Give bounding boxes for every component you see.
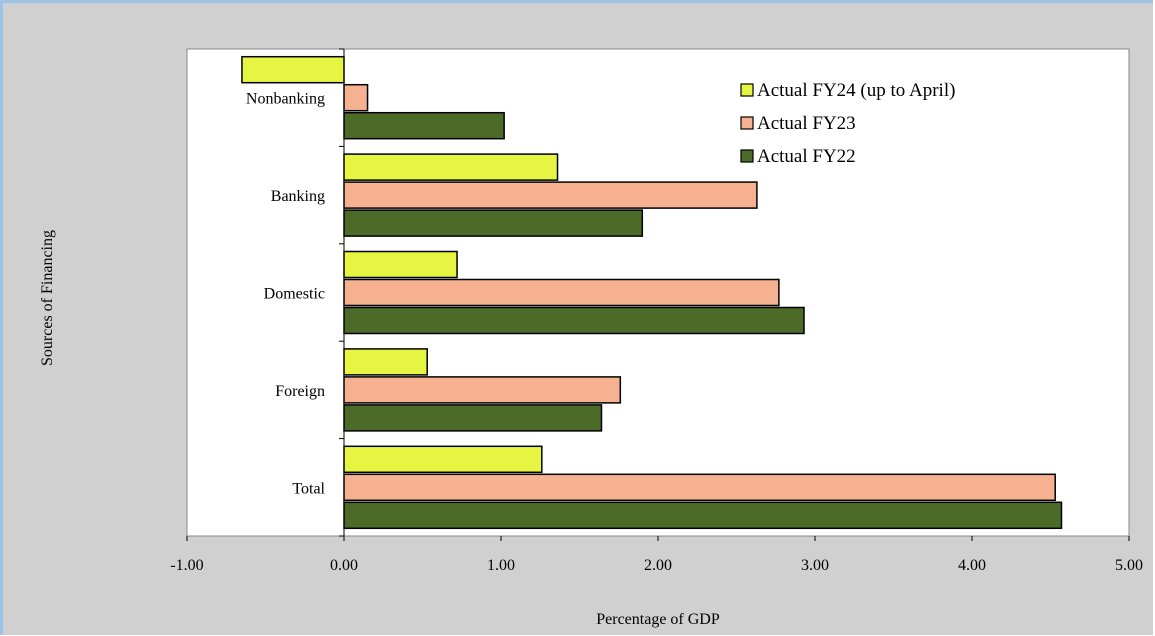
legend-label: Actual FY23 bbox=[757, 113, 856, 134]
category-label: Foreign bbox=[275, 383, 325, 400]
x-tick-label: 3.00 bbox=[801, 557, 829, 574]
category-label: Total bbox=[292, 480, 325, 497]
bar-domestic-series-1 bbox=[343, 250, 458, 279]
category-labels: Nonbanking Banking Domestic Foreign Total bbox=[246, 91, 326, 498]
y-axis-title: Sources of Financing bbox=[39, 230, 56, 366]
bar-domestic-series-2 bbox=[343, 278, 780, 307]
bar-nonbanking-series-1 bbox=[241, 55, 345, 84]
bar-chart: Nonbanking Banking Domestic Foreign Total -1… bbox=[39, 48, 1143, 628]
x-tick-labels: -1.00 0.00 1.00 2.00 3.00 4.00 5.00 bbox=[170, 536, 1143, 574]
bar-banking-series-2 bbox=[343, 181, 758, 209]
x-tick-label: 5.00 bbox=[1115, 557, 1143, 574]
bar-banking-series-3 bbox=[343, 209, 644, 237]
x-tick-label: 2.00 bbox=[644, 557, 672, 574]
category-label: Nonbanking bbox=[246, 91, 325, 108]
x-tick-label: -1.00 bbox=[170, 557, 203, 574]
legend-swatch bbox=[740, 149, 754, 163]
legend-label: Actual FY22 bbox=[757, 146, 856, 167]
x-tick-label: 4.00 bbox=[958, 557, 986, 574]
x-tick-label: 1.00 bbox=[487, 557, 515, 574]
bar-domestic-series-3 bbox=[343, 306, 805, 335]
category-label: Domestic bbox=[264, 286, 325, 303]
x-axis-title: Percentage of GDP bbox=[596, 611, 720, 628]
bar-foreign-series-2 bbox=[343, 376, 622, 404]
bar-total-series-3 bbox=[343, 501, 1063, 530]
bar-total-series-2 bbox=[343, 473, 1056, 502]
bar-nonbanking-series-3 bbox=[343, 111, 505, 140]
legend: Actual FY24 (up to April) Actual FY23 Actu… bbox=[740, 80, 955, 167]
category-label: Banking bbox=[271, 188, 325, 205]
legend-label: Actual FY24 (up to April) bbox=[757, 80, 955, 101]
legend-swatch bbox=[740, 83, 754, 97]
bar-foreign-series-1 bbox=[343, 348, 428, 376]
legend-swatch bbox=[740, 116, 754, 130]
bar-total-series-1 bbox=[343, 445, 543, 474]
bar-nonbanking-series-2 bbox=[343, 83, 369, 112]
bar-banking-series-1 bbox=[343, 153, 559, 181]
bars-group bbox=[241, 55, 1063, 530]
y-tick-marks bbox=[339, 48, 344, 537]
x-tick-label: 0.00 bbox=[330, 557, 358, 574]
bar-foreign-series-3 bbox=[343, 404, 603, 432]
